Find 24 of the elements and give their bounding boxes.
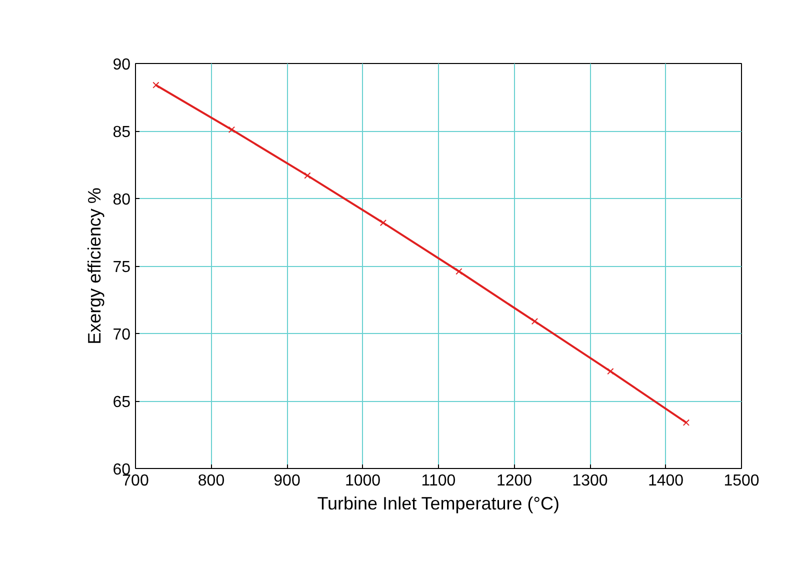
x-tick-label: 1500 bbox=[724, 472, 760, 490]
x-tick-label: 1200 bbox=[496, 472, 532, 490]
x-tick-label: 1000 bbox=[344, 472, 381, 490]
x-tick-label: 1100 bbox=[421, 472, 456, 490]
y-tick-label: 90 bbox=[112, 56, 131, 74]
point bbox=[456, 268, 462, 275]
point bbox=[304, 172, 311, 179]
y-tick-label: 65 bbox=[112, 394, 131, 411]
x-tick-label: 1400 bbox=[648, 472, 684, 490]
y-tick-label: 70 bbox=[112, 326, 131, 344]
point bbox=[531, 318, 538, 325]
point bbox=[152, 82, 160, 88]
y-tick-label: 75 bbox=[112, 259, 131, 276]
point bbox=[682, 419, 690, 426]
x-tick-label: 1300 bbox=[572, 472, 608, 490]
point bbox=[380, 219, 387, 226]
point bbox=[228, 126, 236, 133]
y-tick-label: 85 bbox=[112, 124, 131, 141]
y-tick-label: 80 bbox=[112, 192, 131, 208]
x-axis-title: Turbine Inlet Temperature (°C) bbox=[317, 494, 560, 514]
point bbox=[607, 368, 614, 375]
y-axis-title: Exergy efficiency % bbox=[84, 188, 105, 344]
x-tick-label: 900 bbox=[274, 472, 300, 490]
x-tick-label: 800 bbox=[198, 472, 225, 490]
